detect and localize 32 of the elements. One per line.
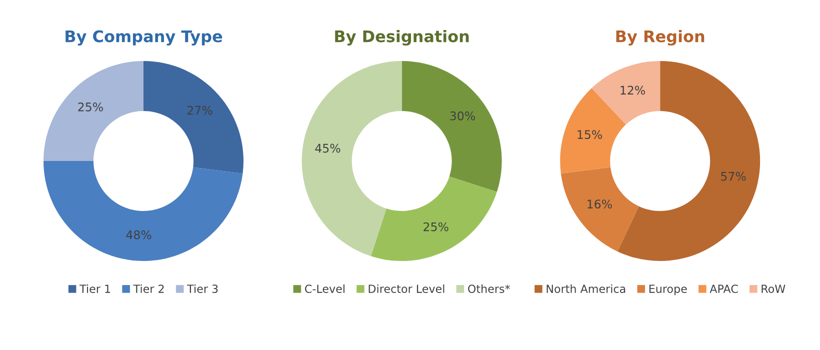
donut-slice: [302, 61, 402, 256]
data-label: 15%: [578, 130, 602, 140]
chart-title: By Region: [616, 30, 704, 46]
legend-label: Tier 1: [80, 284, 110, 293]
donut-slice: [560, 167, 639, 252]
legend-label: Tier 2: [133, 284, 164, 293]
legend-label: Others*: [468, 284, 510, 293]
data-label: 30%: [450, 111, 475, 120]
legend-label: Tier 3: [187, 284, 218, 293]
chart-title: By Designation: [335, 30, 469, 46]
donut-slice: [618, 61, 760, 261]
legend-label: RoW: [762, 284, 786, 293]
data-label: 45%: [315, 144, 340, 153]
data-label: 48%: [126, 230, 152, 240]
data-label: 16%: [588, 200, 612, 209]
legend-label: Europe: [649, 284, 687, 296]
legend-label: Director Level: [368, 284, 444, 293]
donut-slice: [370, 176, 497, 261]
donut-slice: [144, 61, 244, 174]
legend-label: C-Level: [305, 284, 344, 293]
donut-slice: [402, 61, 502, 192]
legend-label: APAC: [710, 284, 738, 293]
data-label: 12%: [620, 86, 645, 95]
data-label: 27%: [188, 106, 212, 115]
donut-slice: [44, 61, 144, 161]
data-label: 57%: [721, 172, 746, 181]
chart-title: By Company Type: [66, 30, 222, 46]
legend-label: North America: [546, 284, 626, 293]
data-label: 25%: [78, 102, 103, 112]
donut-slice: [44, 161, 243, 261]
donut-slice: [592, 61, 660, 125]
data-label: 25%: [424, 222, 448, 232]
